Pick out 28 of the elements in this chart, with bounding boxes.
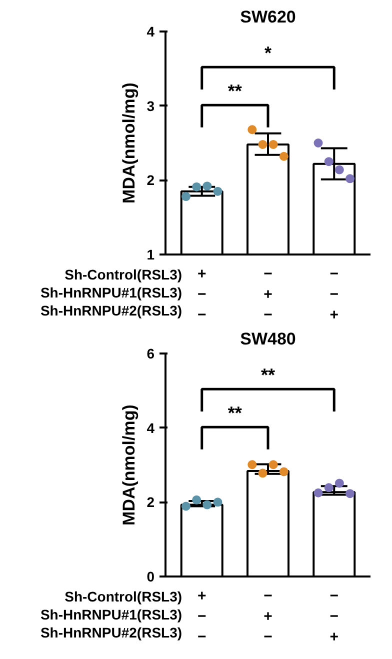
y-tick-label: 2 — [146, 172, 155, 188]
text: Sh-HnRNPU#1(RSL3) — [40, 284, 182, 300]
annotation: ** — [228, 403, 242, 424]
y-axis-title: MDA(nmol/mg) — [120, 82, 139, 204]
chart-title: SW620 — [240, 8, 296, 26]
x-tick-label: + − − — [197, 266, 206, 324]
x-tick-label: − − + — [330, 266, 339, 324]
text: Sh-Control(RSL3) — [64, 588, 182, 604]
text: Sh-HnRNPU#2(RSL3) — [40, 302, 182, 318]
y-tick-label: 3 — [146, 98, 155, 114]
y-tick-label: 6 — [146, 346, 155, 362]
x-tick-label: + − − — [197, 588, 206, 646]
y-tick-label: 0 — [146, 568, 155, 584]
y-tick-label: 1 — [146, 246, 155, 262]
y-tick-label: 4 — [146, 24, 155, 40]
text: Sh-HnRNPU#1(RSL3) — [40, 606, 182, 622]
annotation: ** — [228, 81, 242, 102]
x-tick-label: − + − — [264, 266, 273, 324]
x-tick-label: − + − — [264, 588, 273, 646]
annotation: * — [264, 43, 272, 64]
chart-title: SW480 — [240, 330, 296, 348]
y-axis-title: MDA(nmol/mg) — [120, 404, 139, 526]
y-tick-label: 4 — [146, 420, 155, 436]
text: Sh-Control(RSL3) — [64, 266, 182, 282]
annotation: ** — [260, 365, 276, 386]
x-tick-label: − − + — [330, 588, 339, 646]
text: Sh-HnRNPU#2(RSL3) — [40, 624, 182, 640]
y-tick-label: 2 — [146, 494, 155, 510]
